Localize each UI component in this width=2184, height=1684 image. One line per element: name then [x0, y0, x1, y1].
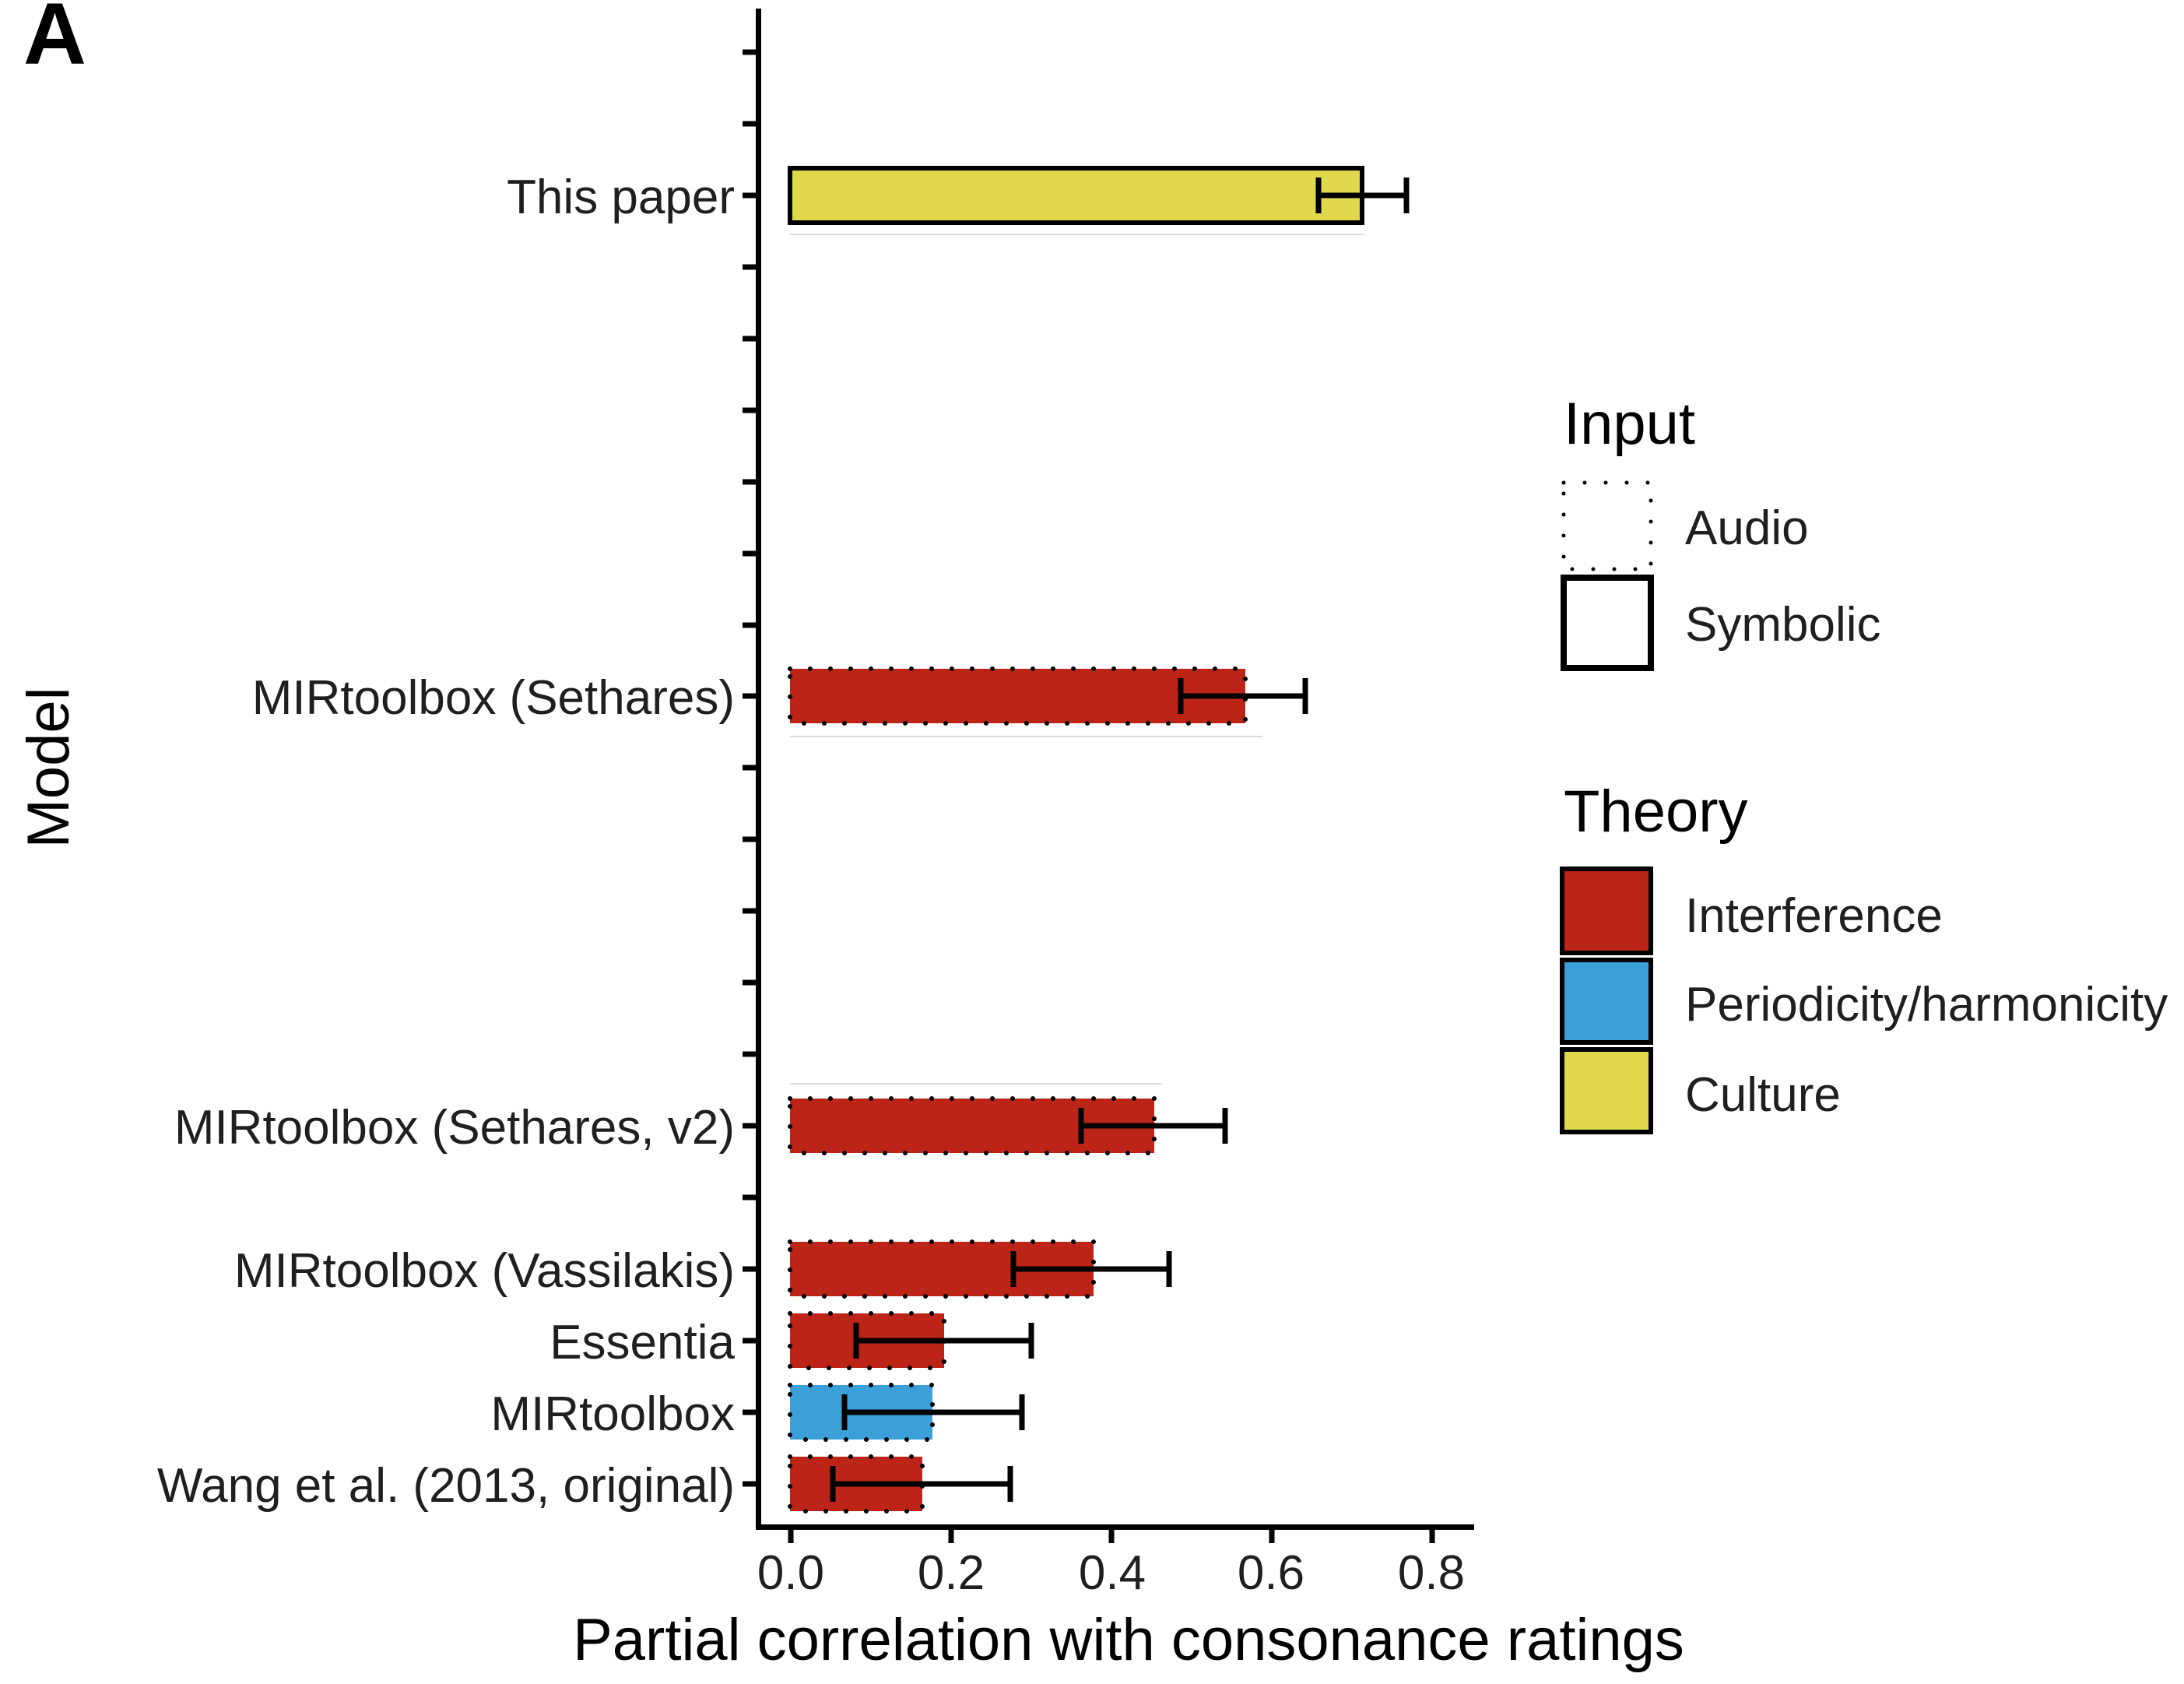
svg-text:MIRtoolbox (Sethares): MIRtoolbox (Sethares) — [252, 671, 735, 725]
svg-text:0.4: 0.4 — [1079, 1546, 1146, 1600]
svg-text:Input: Input — [1564, 391, 1695, 457]
svg-text:MIRtoolbox (Vassilakis): MIRtoolbox (Vassilakis) — [234, 1244, 735, 1298]
svg-text:Symbolic: Symbolic — [1685, 598, 1881, 652]
svg-text:Culture: Culture — [1685, 1068, 1841, 1122]
svg-text:Essentia: Essentia — [550, 1316, 735, 1369]
svg-text:Model: Model — [16, 687, 82, 849]
svg-text:Partial correlation with conso: Partial correlation with consonance rati… — [573, 1607, 1684, 1673]
svg-text:Interference: Interference — [1685, 889, 1943, 943]
svg-text:0.6: 0.6 — [1238, 1546, 1304, 1600]
svg-text:MIRtoolbox (Sethares, v2): MIRtoolbox (Sethares, v2) — [174, 1101, 735, 1155]
svg-text:0.0: 0.0 — [757, 1546, 824, 1600]
svg-text:0.8: 0.8 — [1398, 1546, 1465, 1600]
svg-text:This paper: This paper — [507, 171, 735, 224]
svg-text:MIRtoolbox: MIRtoolbox — [490, 1387, 735, 1441]
svg-text:Theory: Theory — [1564, 779, 1748, 845]
svg-text:Wang et al. (2013, original): Wang et al. (2013, original) — [157, 1459, 735, 1513]
svg-text:Audio: Audio — [1685, 501, 1809, 555]
svg-text:A: A — [23, 0, 86, 83]
svg-text:0.2: 0.2 — [918, 1546, 985, 1600]
svg-text:Periodicity/harmonicity: Periodicity/harmonicity — [1685, 978, 2168, 1032]
